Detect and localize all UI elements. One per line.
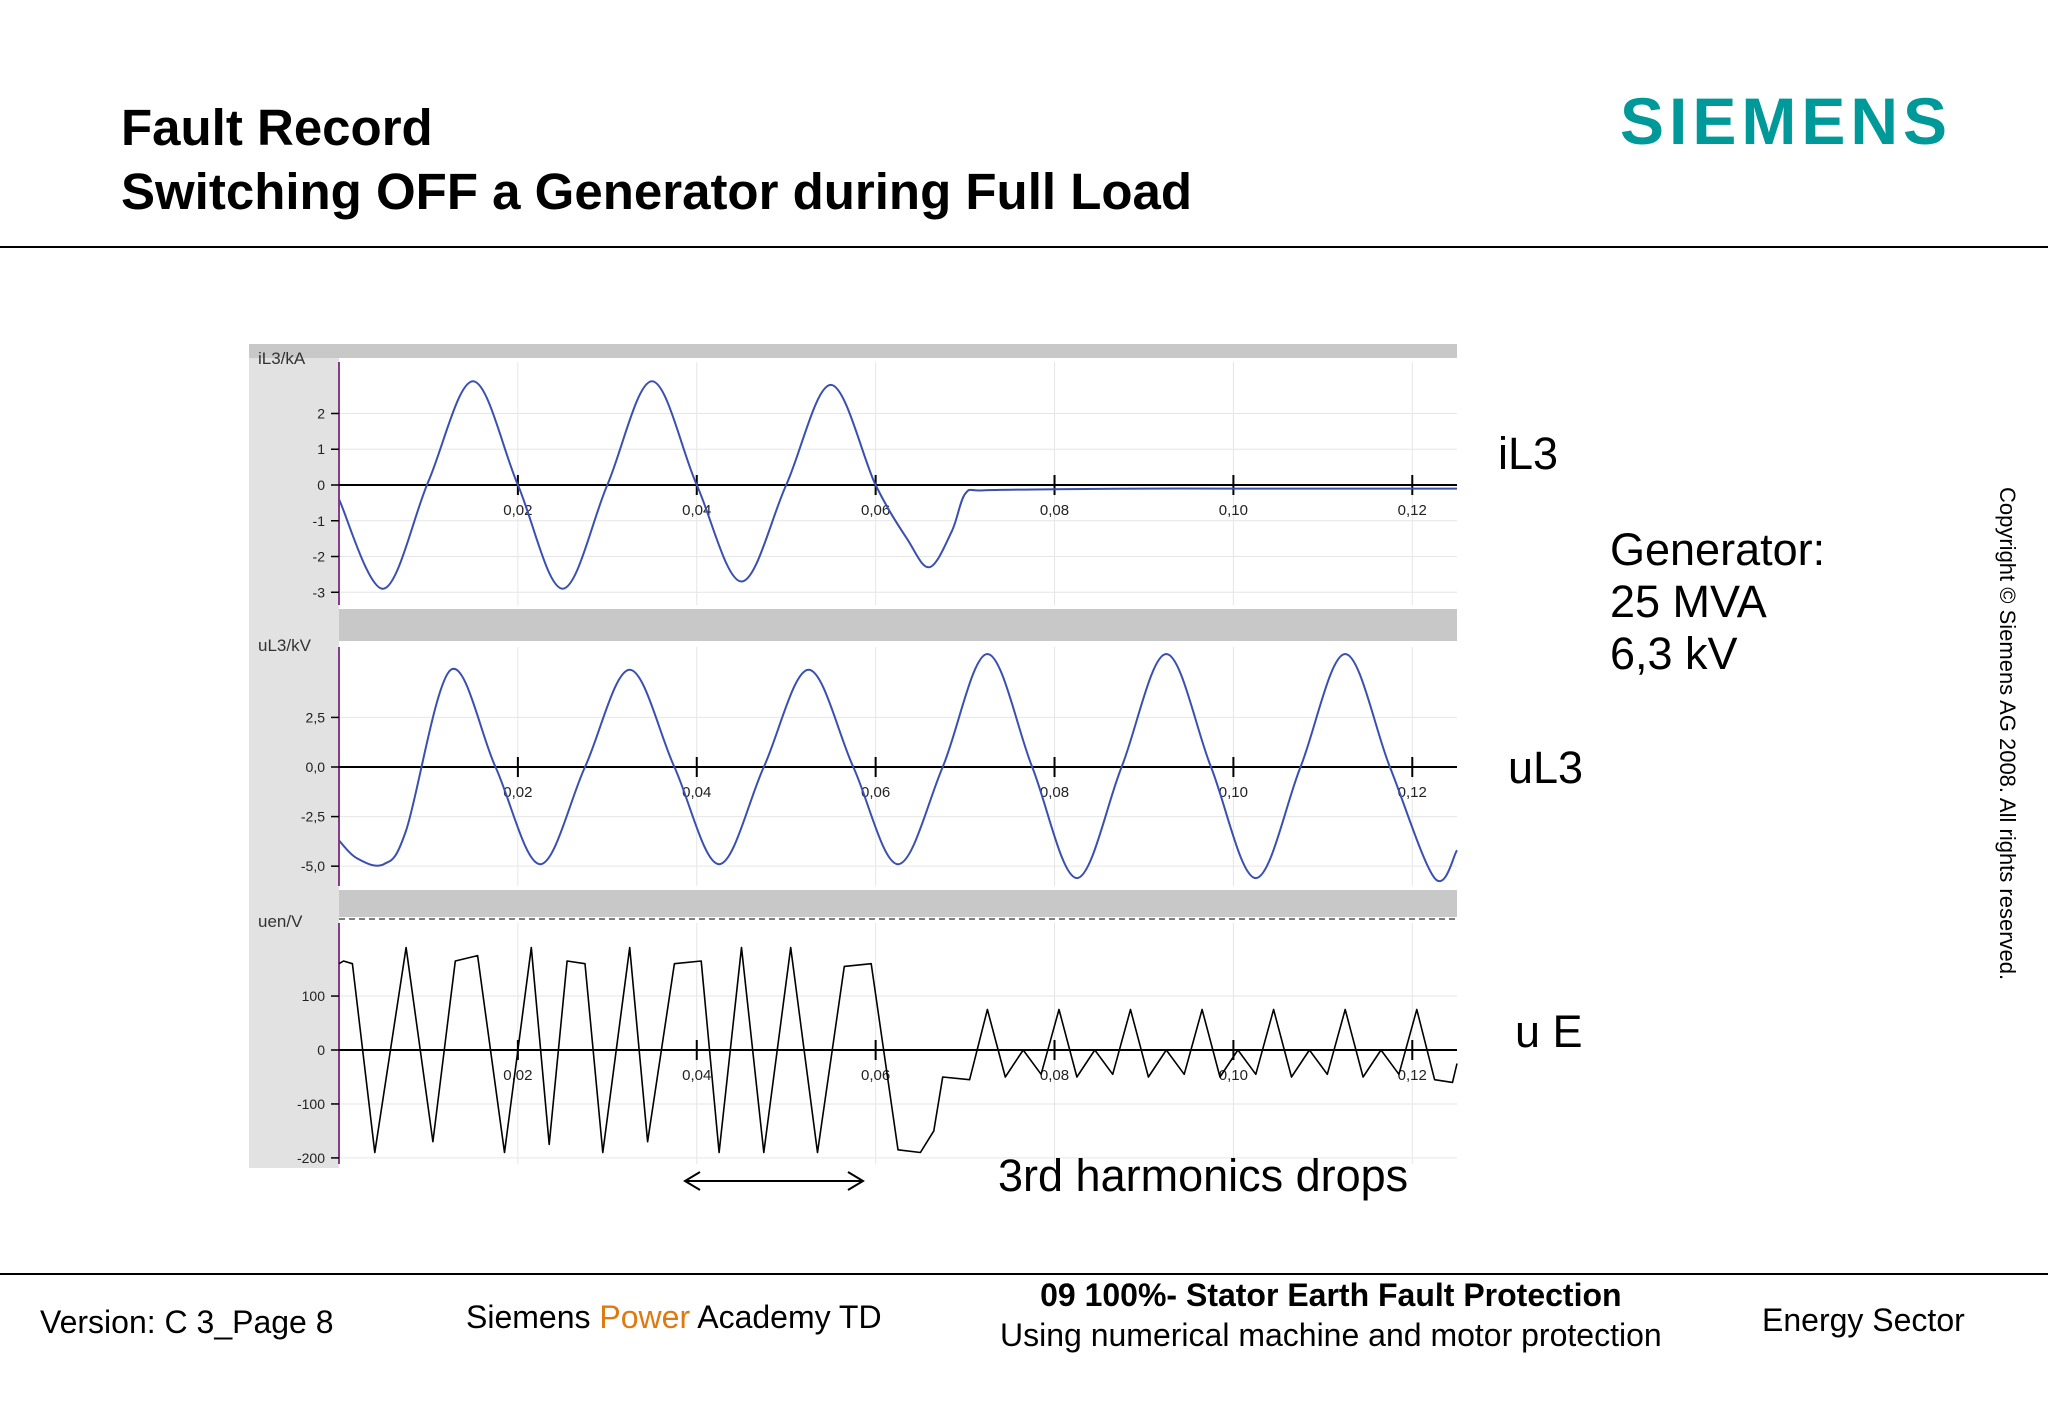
y-axis-title: iL3/kA <box>258 349 306 368</box>
y-tick-label: -2 <box>313 549 326 565</box>
y-tick-label: 2,5 <box>306 709 326 725</box>
y-tick-label: -3 <box>313 584 326 600</box>
y-tick-label: -5,0 <box>301 858 325 874</box>
title-line-1: Fault Record <box>121 99 433 156</box>
footer-divider <box>0 1273 2048 1275</box>
x-tick-label: 0,08 <box>1040 502 1069 519</box>
plot-area <box>339 923 1457 1164</box>
y-axis-strip <box>249 358 339 1168</box>
x-tick-label: 0,10 <box>1219 784 1248 801</box>
footer-academy: Siemens Power Academy TD <box>466 1299 882 1336</box>
y-tick-label: 0 <box>317 1042 325 1058</box>
topic-subtitle: Using numerical machine and motor protec… <box>1000 1317 1662 1353</box>
y-tick-label: -2,5 <box>301 809 325 825</box>
y-axis-title: uen/V <box>258 912 303 931</box>
panel-header-bar <box>249 344 1457 358</box>
y-tick-label: 0,0 <box>306 759 326 775</box>
x-tick-label: 0,12 <box>1398 784 1427 801</box>
series-line <box>338 653 1458 883</box>
footer-topic: 09 100%- Stator Earth Fault Protection U… <box>1000 1275 1662 1355</box>
academy-power: Power <box>599 1299 691 1335</box>
y-tick-label: 1 <box>317 441 325 457</box>
x-tick-label: 0,10 <box>1219 1067 1248 1084</box>
generator-rating: 25 MVA <box>1610 576 1767 627</box>
label-il3: iL3 <box>1498 428 1559 479</box>
copyright-notice: Copyright © Siemens AG 2008. All rights … <box>1995 487 2020 981</box>
x-tick-label: 0,08 <box>1040 1067 1069 1084</box>
generator-voltage: 6,3 kV <box>1610 628 1738 679</box>
y-tick-label: -1 <box>313 513 326 529</box>
topic-title: 09 100%- Stator Earth Fault Protection <box>1040 1277 1622 1313</box>
y-tick-label: 0 <box>317 477 325 493</box>
panel-2: uL3/kV 2,5 0,0 -2,5 -5,0 0,02 0,04 0,06 0,08 0,10… <box>258 636 1458 886</box>
y-tick-label: -200 <box>297 1150 325 1166</box>
panel-separator-bar <box>249 609 1457 641</box>
panel-separator-bar <box>249 890 1457 917</box>
annotation-3rd-harmonics: 3rd harmonics drops <box>998 1150 1409 1201</box>
slide-title: Fault Record Switching OFF a Generator d… <box>121 96 1192 224</box>
label-ue: u E <box>1515 1006 1583 1057</box>
x-tick-label: 0,02 <box>503 1067 532 1084</box>
y-axis-title: uL3/kV <box>258 636 312 655</box>
x-tick-label: 0,02 <box>503 784 532 801</box>
title-line-2: Switching OFF a Generator during Full Lo… <box>121 163 1193 220</box>
x-tick-label: 0,10 <box>1219 502 1248 519</box>
panel-3: uen/V 100 0 -100 -200 0,02 0,04 0,06 0,08 0,10 0,1… <box>258 912 1458 1166</box>
x-tick-label: 0,06 <box>861 784 890 801</box>
academy-pre: Siemens <box>466 1299 600 1335</box>
x-tick-label: 0,04 <box>682 1067 711 1084</box>
harmonics-arrow <box>683 1171 865 1191</box>
x-tick-label: 0,12 <box>1398 1067 1427 1084</box>
y-tick-label: 2 <box>317 405 325 421</box>
header-divider <box>0 246 2048 248</box>
footer-sector: Energy Sector <box>1762 1302 1965 1338</box>
generator-label: Generator: <box>1610 524 1826 575</box>
y-tick-label: 100 <box>302 988 326 1004</box>
x-tick-label: 0,06 <box>861 1067 890 1084</box>
label-ul3: uL3 <box>1508 742 1584 793</box>
x-tick-label: 0,06 <box>861 502 890 519</box>
y-tick-label: -100 <box>297 1096 325 1112</box>
series-line <box>338 380 1457 590</box>
plot-area <box>339 362 1457 605</box>
x-tick-label: 0,12 <box>1398 502 1427 519</box>
x-tick-label: 0,08 <box>1040 784 1069 801</box>
x-tick-label: 0,04 <box>682 784 711 801</box>
arrow-head-left <box>683 1171 701 1191</box>
arrow-head-right <box>847 1171 865 1191</box>
series-line <box>338 946 1458 1154</box>
siemens-logo: SIEMENS <box>1620 84 1953 158</box>
academy-post: Academy TD <box>690 1299 882 1335</box>
footer-version: Version: C 3_Page 8 <box>40 1304 334 1340</box>
